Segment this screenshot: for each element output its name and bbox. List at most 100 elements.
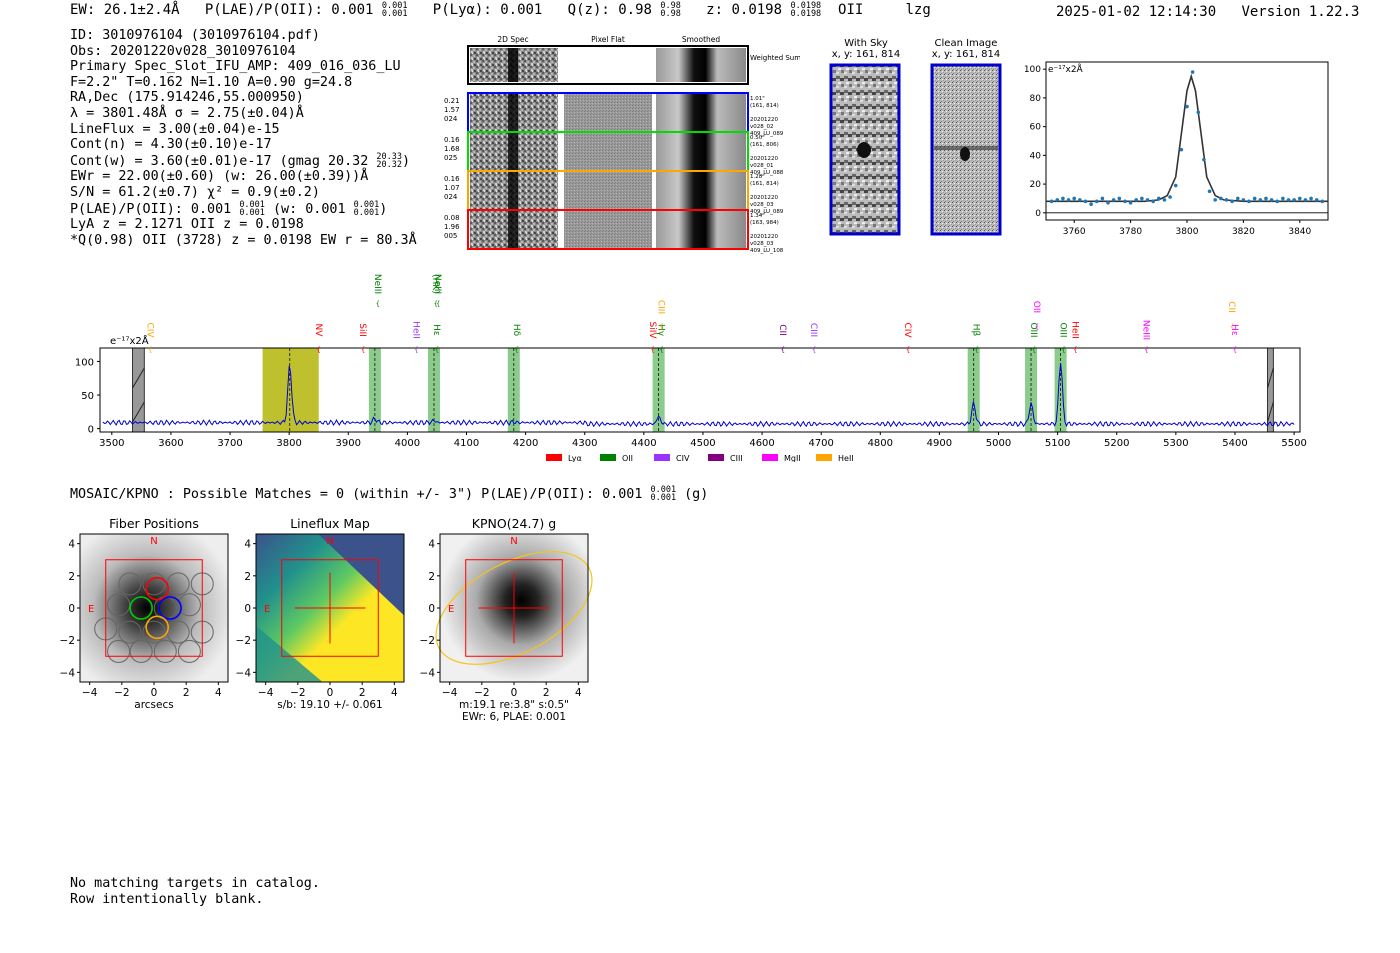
emission-line-label: OIII [1058, 322, 1068, 337]
cutout-right-label: v028_02 [750, 124, 774, 130]
highlight-fiber [145, 576, 170, 601]
z-line-name: OII [838, 2, 864, 18]
plae-value: P(LAE)/P(OII): 0.001 [204, 2, 374, 18]
spectrum-frame [99, 347, 1301, 433]
xtick-label: −2 [474, 687, 489, 699]
emission-line-label: NeIII [432, 274, 442, 294]
sky-images [829, 63, 1002, 236]
panel-xlabel: s/b: 19.10 +/- 0.061 [277, 699, 382, 711]
emission-line-label: CIII [808, 323, 818, 337]
info-sn: S/N = 61.2(±0.7) χ² = 0.9(±0.2) [70, 184, 320, 200]
data-point [1111, 198, 1116, 202]
ytick-label: 4 [244, 539, 251, 551]
xtick-label: 3840 [1288, 227, 1311, 235]
data-point [1190, 70, 1195, 74]
ytick-label: 0 [1035, 209, 1041, 219]
emission-line-label: CII [1226, 301, 1236, 313]
legend-swatch [546, 454, 562, 461]
panel-title: Fiber Positions [109, 516, 199, 531]
hatch [132, 401, 145, 423]
data-point [1094, 199, 1099, 204]
emission-line-bracket: { [376, 300, 380, 308]
data-point [1207, 189, 1212, 194]
emission-line-label: OII [1031, 301, 1041, 313]
plya-value: P(Lyα): 0.001 [432, 2, 543, 18]
emission-line-bracket: { [1233, 346, 1237, 354]
ytick-label: 20 [1030, 180, 1042, 190]
xtick-label: 4900 [927, 438, 952, 449]
info-id: ID: 3010976104 (3010976104.pdf) [70, 28, 320, 43]
zoom-line-chart: 0 20 40 60 80 100 3760 3780 3800 3820 3840 e⁻¹⁷x2Å [1024, 61, 1329, 235]
xtick-label: 4200 [513, 438, 538, 449]
xtick-label: −4 [258, 687, 274, 699]
legend-label: HeII [838, 454, 854, 462]
cutout-left-label: 1.57 [444, 106, 460, 114]
ytick-label: 0 [68, 603, 75, 615]
panel-title: Lineflux Map [290, 516, 370, 531]
data-point [1117, 196, 1122, 201]
emission-line-label: OIII [1028, 322, 1038, 337]
fiber-circle [118, 572, 142, 596]
xtick-label: 5000 [986, 438, 1011, 449]
highlight-fiber [158, 596, 182, 620]
search-box [105, 559, 203, 657]
fiber-circle [118, 620, 142, 644]
panel: KPNO(24.7) g N E −4 −4 −2 −2 0 0 2 2 4 4 m:19.1 re:3.… [420, 516, 593, 723]
info-radec: RA,Dec (175.914246,55.000950) [70, 90, 304, 106]
data-point [1202, 157, 1206, 162]
emission-line-bracket: { [974, 346, 978, 354]
fiber-circle [107, 593, 131, 617]
data-point [1224, 198, 1229, 202]
legend-label: CIII [730, 454, 743, 462]
emission-line-label: CIV [144, 322, 154, 338]
fiber-circle [142, 620, 166, 644]
ytick-label: 0 [244, 603, 251, 615]
datetime: 2025-01-02 12:14:30 [1056, 4, 1217, 20]
info-lambda: λ = 3801.48Å σ = 2.75(±0.04)Å [70, 105, 304, 121]
cutout-right-label: 20201220 [750, 234, 778, 240]
emission-line-bracket: { [317, 346, 321, 354]
emission-line-label: Hβ [971, 324, 981, 337]
info-params: F=2.2" T=0.162 N=1.10 A=0.90 g=24.8 [70, 74, 353, 90]
panel: Lineflux Map N E −4 −4 −2 −2 0 0 2 2 4 4 s/b: 19.10 +… [236, 516, 405, 711]
ytick-label: 2 [68, 571, 75, 583]
cutout-right-label: v028_03 [750, 202, 774, 208]
emission-line-label: CIII [656, 300, 666, 314]
xtick-label: 3760 [1063, 227, 1086, 235]
ytick-label: −4 [236, 667, 252, 679]
xtick-label: 3500 [99, 438, 124, 449]
xtick-label: 2 [183, 687, 190, 699]
data-point [1303, 198, 1308, 202]
ytick-label: 100 [75, 357, 94, 368]
xtick-label: −4 [82, 687, 98, 699]
emission-line-bracket: { [1230, 323, 1234, 331]
east-label: E [448, 604, 454, 615]
hatch [1267, 401, 1274, 423]
xtick-label: 5100 [1045, 438, 1070, 449]
cutout-left-label: 0.16 [444, 175, 460, 183]
cutout-right-label: v028_03 [750, 241, 774, 247]
emission-line-label: HeII [410, 321, 420, 339]
zoom-ylabel: e⁻¹⁷x2Å [1048, 63, 1084, 75]
zoom-plot-frame [1045, 61, 1329, 221]
data-point [1049, 199, 1054, 204]
ytick-label: 100 [1024, 65, 1041, 75]
info-ewr: EWr = 22.00(±0.60) (w: 26.00(±0.39))Å [70, 169, 369, 185]
cutout-left-label: 024 [444, 193, 458, 201]
xtick-label: −2 [290, 687, 305, 699]
ytick-label: 2 [244, 571, 251, 583]
cutout-left-label: 024 [444, 115, 458, 123]
highlight-fiber [129, 596, 153, 620]
xtick-label: 4000 [395, 438, 420, 449]
xtick-label: 4 [391, 687, 398, 699]
map-corner [318, 534, 404, 616]
panel-xlabel: arcsecs [134, 699, 173, 711]
emission-line-bracket: { [659, 346, 663, 354]
legend-label: Lyα [568, 454, 582, 462]
legend-swatch [654, 454, 670, 461]
footer-notes: No matching targets in catalog. Row inte… [70, 876, 320, 907]
weighted-sum-row: Weighted Sum [467, 45, 800, 85]
ytick-label: −4 [60, 667, 76, 679]
